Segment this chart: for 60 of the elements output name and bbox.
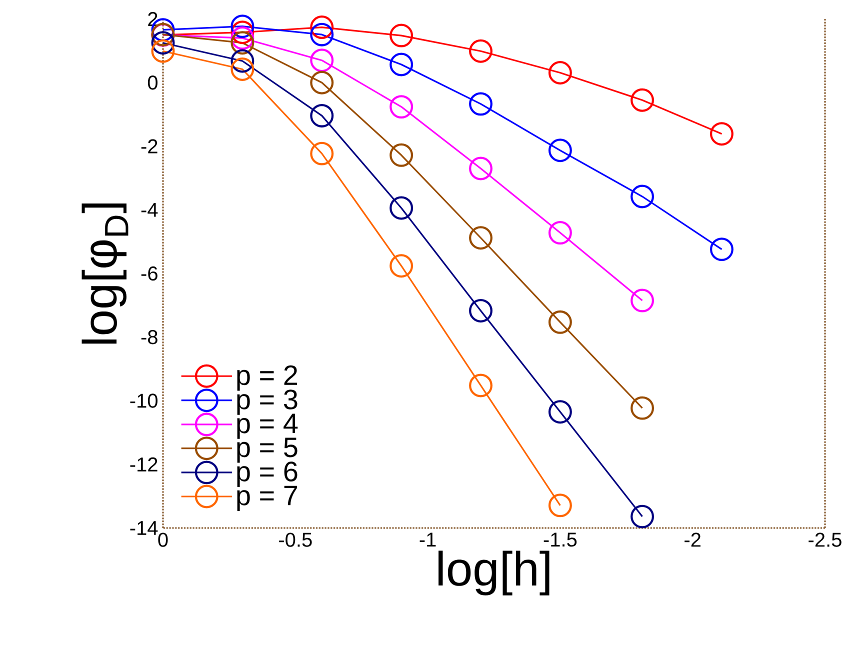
x-tick-label: -2.5 bbox=[808, 532, 842, 547]
x-tick-label: -1.5 bbox=[544, 532, 577, 547]
x-tick-label: -1 bbox=[420, 532, 436, 546]
point bbox=[469, 374, 492, 398]
y-axis-title: log[φ$_{D}$] bbox=[82, 204, 128, 344]
point bbox=[230, 31, 254, 55]
x-tick-label: -0.5 bbox=[279, 532, 312, 547]
y-tick-label: -10 bbox=[130, 394, 158, 408]
point bbox=[548, 310, 572, 334]
point bbox=[230, 14, 254, 38]
y-tick-label: -12 bbox=[130, 457, 158, 472]
point bbox=[151, 31, 175, 55]
y-tick-label: -4 bbox=[141, 202, 158, 217]
x-tick-label: 0 bbox=[158, 532, 168, 547]
point bbox=[310, 104, 334, 128]
legend-label: p = 2 bbox=[237, 365, 298, 391]
point bbox=[310, 16, 334, 40]
point bbox=[630, 288, 654, 312]
point bbox=[630, 396, 654, 420]
point bbox=[469, 39, 492, 63]
point bbox=[310, 142, 334, 166]
point bbox=[390, 196, 414, 220]
point bbox=[230, 26, 254, 50]
point bbox=[710, 238, 734, 262]
point bbox=[548, 61, 572, 84]
point bbox=[548, 221, 572, 245]
legend-label: p = 7 bbox=[237, 486, 298, 511]
point bbox=[310, 70, 334, 94]
point bbox=[710, 122, 734, 146]
point bbox=[230, 20, 254, 44]
point bbox=[390, 254, 414, 278]
point bbox=[390, 143, 414, 167]
point bbox=[151, 39, 175, 63]
point bbox=[390, 95, 414, 119]
y-tick-label: 0 bbox=[148, 76, 158, 90]
point bbox=[469, 92, 492, 116]
legend-label: p = 5 bbox=[237, 438, 298, 463]
y-tick-label: -14 bbox=[130, 521, 158, 535]
point bbox=[630, 184, 654, 208]
point bbox=[310, 22, 334, 46]
point bbox=[469, 226, 492, 250]
legend-label: p = 3 bbox=[237, 390, 298, 415]
point bbox=[390, 24, 414, 48]
x-axis-title: log[h] bbox=[438, 550, 550, 596]
point bbox=[310, 48, 334, 72]
point bbox=[230, 49, 254, 73]
y-tick-label: -2 bbox=[141, 139, 158, 154]
y-tick-label: -6 bbox=[141, 266, 158, 281]
point bbox=[230, 58, 254, 81]
point bbox=[548, 494, 572, 518]
point bbox=[548, 400, 572, 424]
point bbox=[390, 52, 414, 76]
point bbox=[469, 298, 492, 322]
point bbox=[630, 88, 654, 112]
point bbox=[469, 156, 492, 180]
y-tick-label: -8 bbox=[141, 330, 158, 344]
point bbox=[548, 138, 572, 162]
x-tick-label: -2 bbox=[684, 532, 700, 547]
point bbox=[630, 504, 654, 528]
legend-label: p = 4 bbox=[237, 414, 298, 439]
